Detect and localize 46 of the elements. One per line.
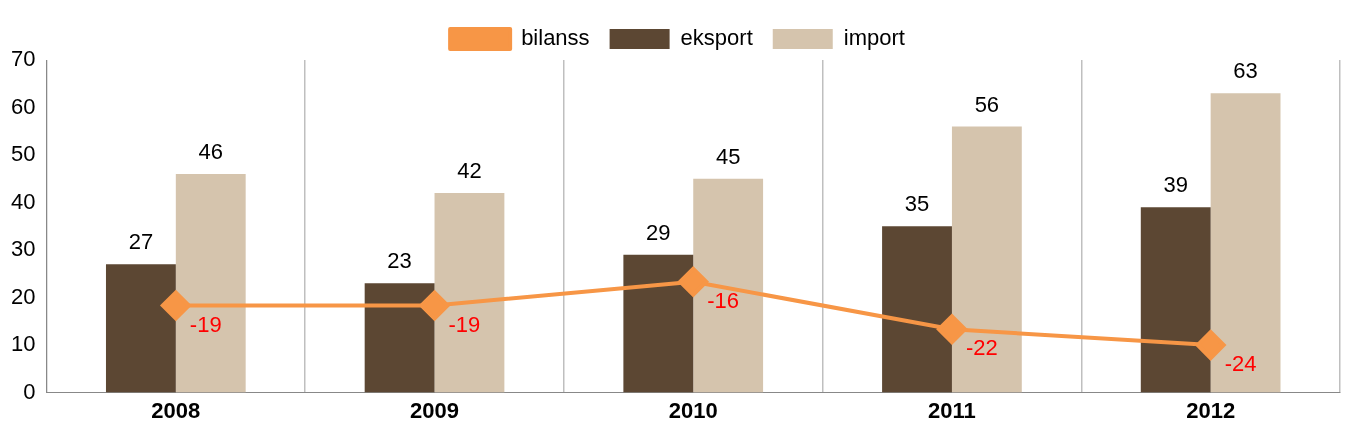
y-tick-label: 30 — [10, 236, 36, 262]
x-tick-label: 2008 — [151, 397, 201, 423]
x-tick-label: 2011 — [928, 397, 976, 423]
point — [160, 290, 191, 321]
bar — [951, 126, 1022, 393]
data-label: 46 — [198, 139, 223, 165]
y-tick-label: 60 — [10, 93, 36, 119]
data-label: 23 — [387, 248, 412, 274]
data-label: 35 — [904, 191, 930, 217]
y-tick-label: 10 — [10, 331, 36, 357]
x-tick-label: 2009 — [410, 397, 460, 423]
x-tick-label: 2012 — [1186, 397, 1236, 423]
legend-label: import — [843, 25, 905, 51]
legend-label: eksport — [680, 25, 753, 51]
point — [419, 290, 450, 321]
point — [678, 266, 709, 297]
data-label: 27 — [128, 229, 154, 255]
y-tick-label: 20 — [10, 283, 36, 309]
bar — [1210, 93, 1281, 393]
y-tick-label: 50 — [10, 141, 36, 167]
bar — [1140, 207, 1211, 393]
point — [1195, 330, 1226, 361]
legend-label: bilanss — [521, 25, 590, 51]
data-label: 42 — [457, 158, 482, 184]
bar — [105, 264, 176, 393]
data-label: -22 — [965, 335, 998, 361]
data-label: 63 — [1233, 58, 1258, 84]
bar — [623, 254, 694, 393]
y-tick-label: 0 — [23, 378, 36, 404]
point — [936, 314, 967, 345]
y-tick-label: 70 — [10, 46, 36, 72]
bar — [434, 193, 505, 393]
data-label: -24 — [1224, 351, 1257, 377]
bar — [175, 174, 246, 393]
data-label: -16 — [707, 287, 740, 313]
data-label: 45 — [715, 143, 741, 169]
data-label: -19 — [448, 311, 481, 337]
data-label: -19 — [189, 311, 222, 337]
data-label: 39 — [1163, 172, 1188, 198]
x-tick-label: 2010 — [668, 397, 718, 423]
y-tick-label: 40 — [10, 188, 36, 214]
data-label: 56 — [974, 91, 1000, 117]
bar — [364, 283, 435, 393]
bar — [693, 178, 764, 393]
data-label: 29 — [646, 219, 671, 245]
bar — [882, 226, 952, 393]
